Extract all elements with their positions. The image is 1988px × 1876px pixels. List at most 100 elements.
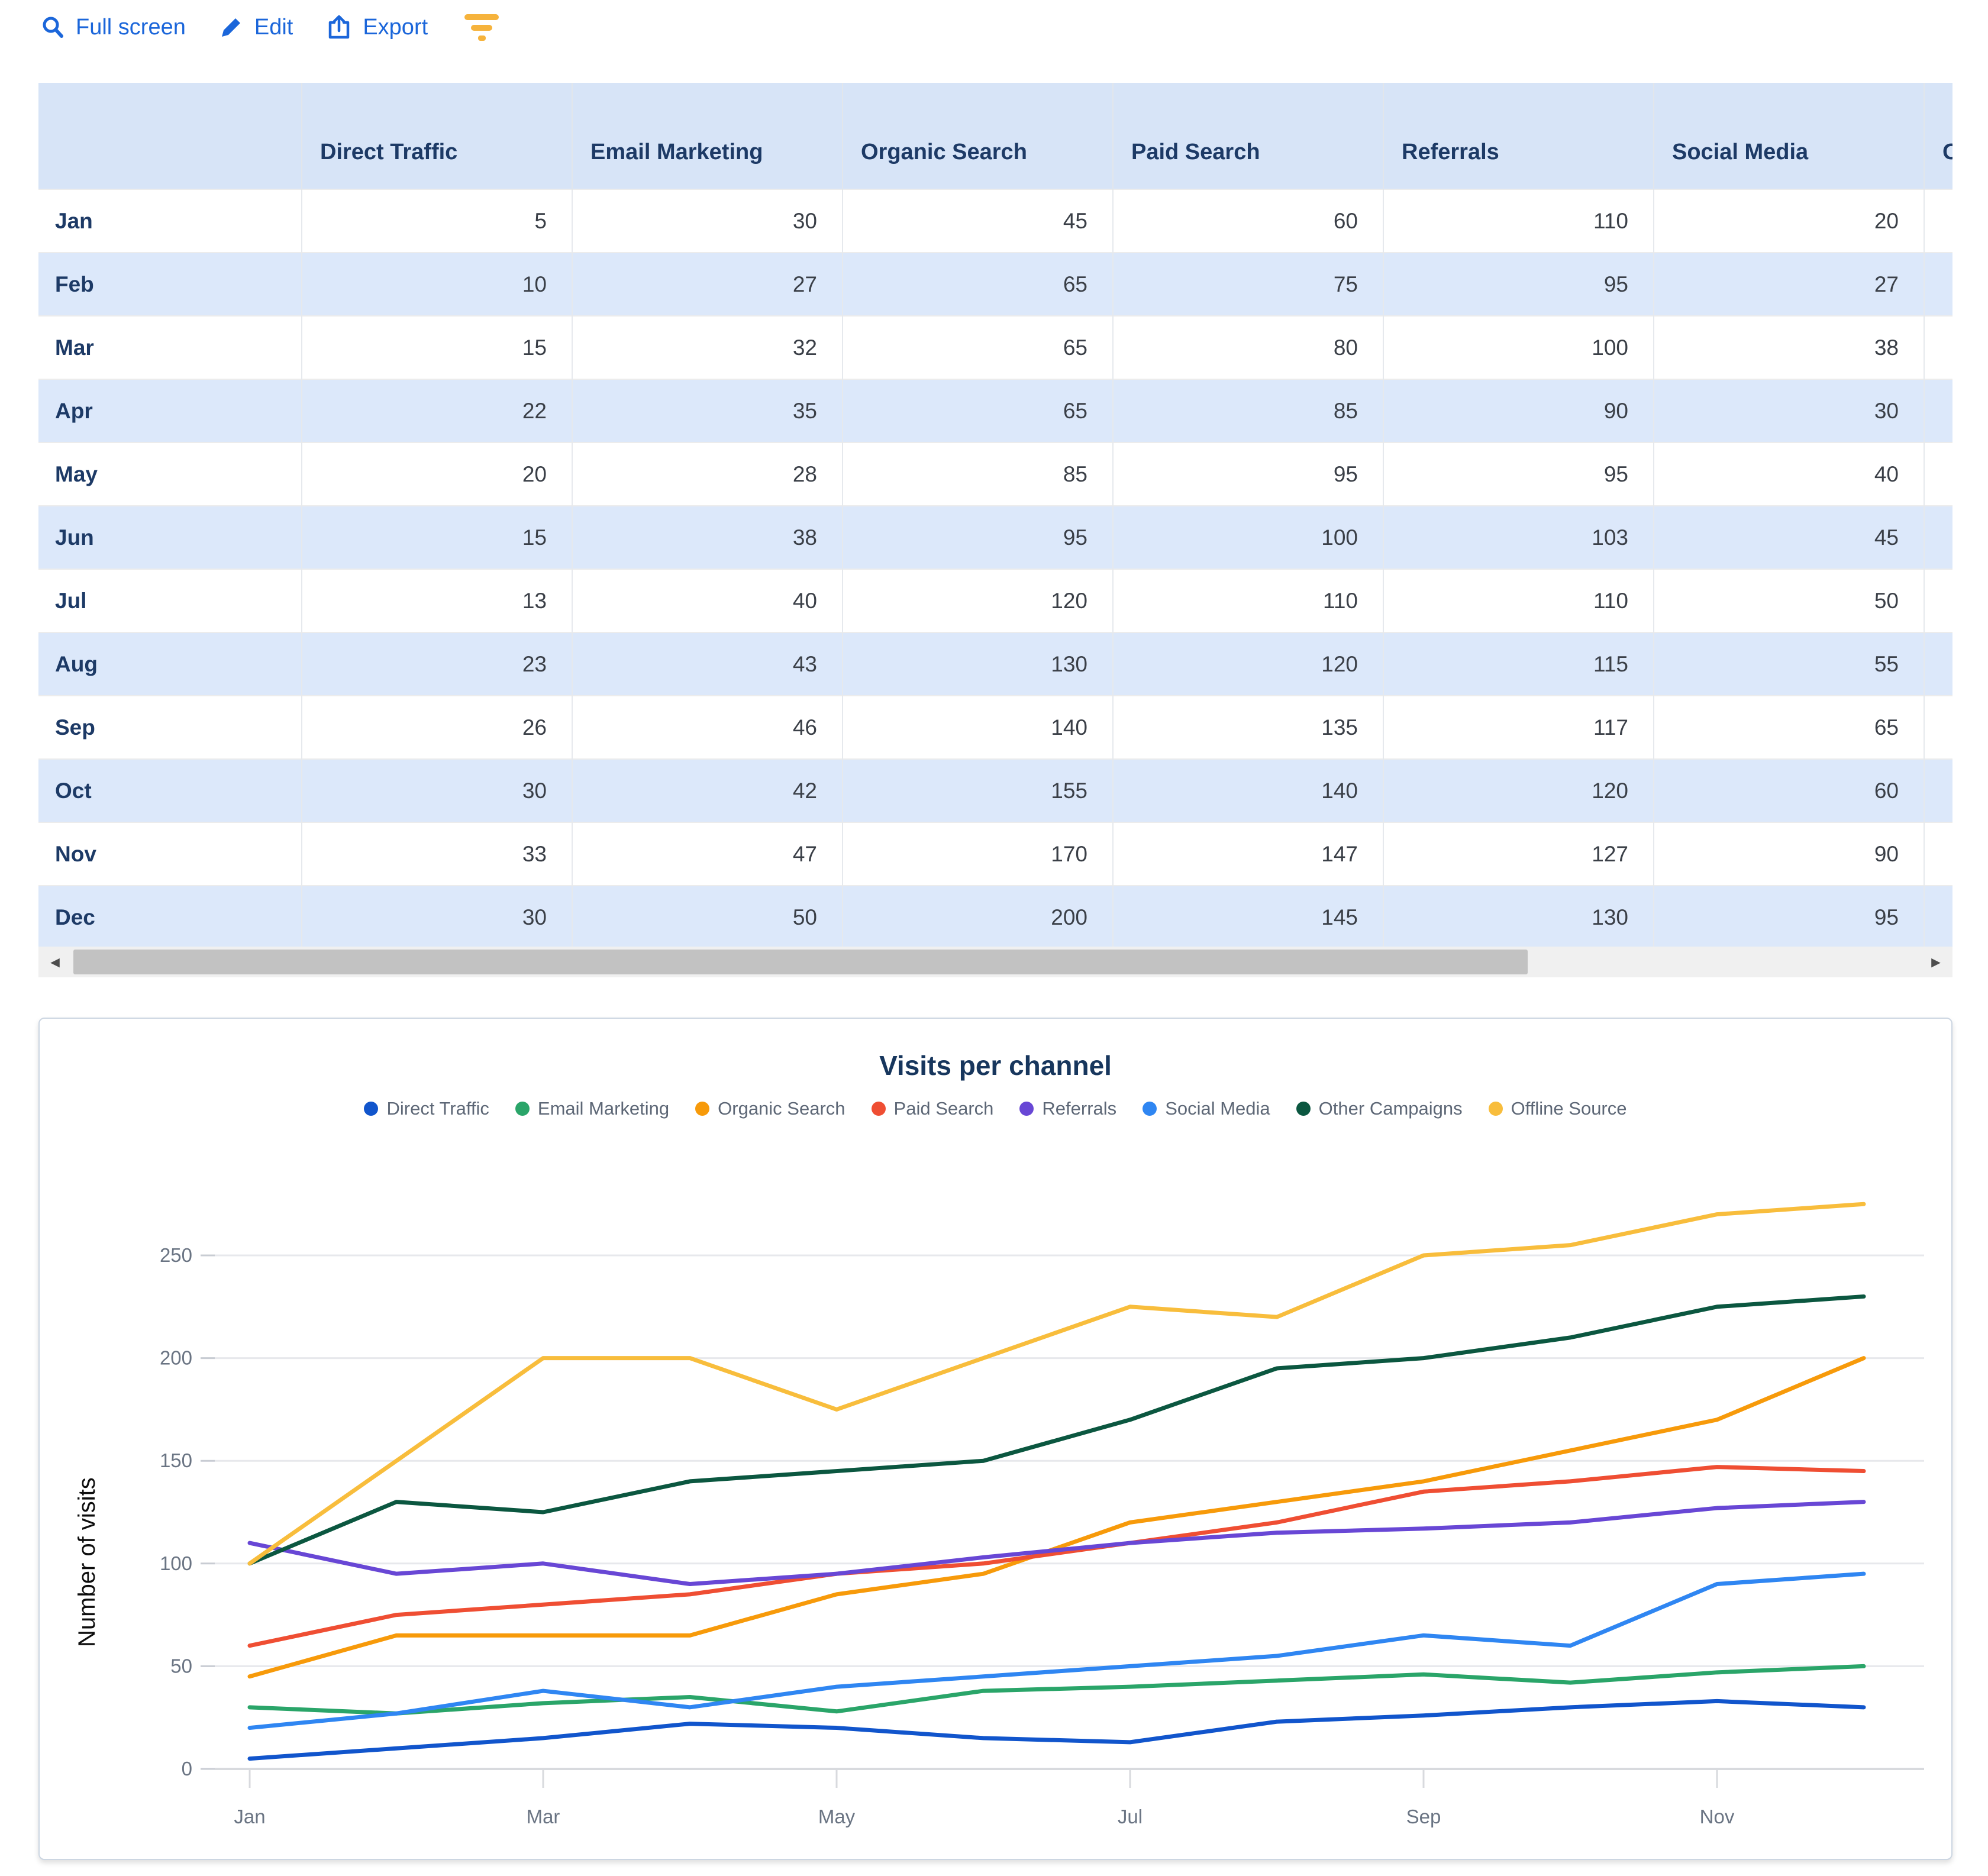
value-cell: 40 <box>572 569 843 632</box>
value-cell: 23 <box>302 632 573 696</box>
legend-label: Offline Source <box>1511 1098 1627 1119</box>
month-cell: Sep <box>38 695 302 759</box>
value-cell: 38 <box>572 505 843 569</box>
scrollbar-thumb[interactable] <box>73 950 1528 974</box>
value-cell: 140 <box>843 695 1114 759</box>
value-cell: 30 <box>302 758 573 822</box>
legend-item-email-marketing[interactable]: Email Marketing <box>515 1098 669 1119</box>
value-cell: 42 <box>572 758 843 822</box>
value-cell: 65 <box>843 252 1114 316</box>
value-cell <box>1924 885 1952 947</box>
visits-line-chart: 0 50 100 150 200 250 Jan Mar May Jul Sep Nov <box>160 1202 1924 1827</box>
value-cell: 90 <box>1654 822 1925 886</box>
value-cell: 110 <box>1383 569 1654 632</box>
export-label: Export <box>363 14 428 40</box>
value-cell: 117 <box>1383 695 1654 759</box>
value-cell: 65 <box>1654 695 1925 759</box>
table-row: Feb 10 27 65 75 95 27 <box>38 252 1952 316</box>
value-cell: 30 <box>572 189 843 253</box>
export-button[interactable]: Export <box>326 14 428 40</box>
column-header: Paid Search <box>1113 83 1384 189</box>
legend-label: Organic Search <box>718 1098 845 1119</box>
value-cell: 28 <box>572 442 843 506</box>
value-cell: 47 <box>572 822 843 886</box>
legend-item-other-campaigns[interactable]: Other Campaigns <box>1296 1098 1463 1119</box>
value-cell <box>1924 695 1952 759</box>
value-cell: 80 <box>1113 315 1384 379</box>
column-header: Other Campaigns <box>1924 83 1952 189</box>
value-cell: 110 <box>1383 189 1654 253</box>
column-header: Email Marketing <box>572 83 843 189</box>
series-line-email-marketing <box>247 1664 1866 1716</box>
value-cell <box>1924 822 1952 886</box>
value-cell: 155 <box>843 758 1114 822</box>
value-cell: 22 <box>302 379 573 443</box>
value-cell: 100 <box>1383 315 1654 379</box>
chart-legend: Direct Traffic Email Marketing Organic Sea… <box>40 1098 1951 1119</box>
value-cell: 120 <box>1113 632 1384 696</box>
series-line-direct-traffic <box>247 1699 1866 1761</box>
value-cell <box>1924 252 1952 316</box>
edit-button[interactable]: Edit <box>219 15 293 40</box>
scroll-left-button[interactable]: ◄ <box>47 952 63 971</box>
value-cell: 15 <box>302 315 573 379</box>
x-tick-label: Jan <box>234 1806 265 1827</box>
edit-label: Edit <box>254 14 293 40</box>
value-cell: 50 <box>1654 569 1925 632</box>
month-cell: Feb <box>38 252 302 316</box>
legend-item-offline-source[interactable]: Offline Source <box>1488 1098 1627 1119</box>
month-cell: Nov <box>38 822 302 886</box>
value-cell: 85 <box>843 442 1114 506</box>
legend-item-referrals[interactable]: Referrals <box>1019 1098 1116 1119</box>
value-cell: 140 <box>1113 758 1384 822</box>
value-cell: 103 <box>1383 505 1654 569</box>
value-cell: 75 <box>1113 252 1384 316</box>
value-cell: 30 <box>302 885 573 947</box>
filter-button[interactable] <box>461 9 504 46</box>
value-cell: 95 <box>1383 252 1654 316</box>
value-cell: 127 <box>1383 822 1654 886</box>
value-cell: 147 <box>1113 822 1384 886</box>
pencil-icon <box>219 15 244 40</box>
horizontal-scrollbar[interactable]: ◄ ► <box>38 947 1952 977</box>
value-cell: 95 <box>1113 442 1384 506</box>
legend-label: Other Campaigns <box>1318 1098 1463 1119</box>
value-cell: 33 <box>302 822 573 886</box>
column-header: Organic Search <box>843 83 1114 189</box>
series-line-offline-source <box>247 1202 1866 1566</box>
value-cell: 46 <box>572 695 843 759</box>
x-tick-label: Jul <box>1118 1806 1143 1827</box>
value-cell: 110 <box>1113 569 1384 632</box>
value-cell: 65 <box>843 315 1114 379</box>
value-cell: 95 <box>1383 442 1654 506</box>
scroll-right-button[interactable]: ► <box>1928 952 1944 971</box>
month-cell: Jul <box>38 569 302 632</box>
legend-item-direct-traffic[interactable]: Direct Traffic <box>364 1098 489 1119</box>
value-cell: 30 <box>1654 379 1925 443</box>
value-cell: 130 <box>843 632 1114 696</box>
value-cell: 27 <box>1654 252 1925 316</box>
chart-card: Visits per channel Direct Traffic Email M… <box>38 1018 1952 1860</box>
y-tick-label: 150 <box>160 1449 192 1471</box>
full-screen-button[interactable]: Full screen <box>40 15 186 40</box>
legend-item-paid-search[interactable]: Paid Search <box>871 1098 993 1119</box>
x-tick-label: Sep <box>1406 1806 1441 1827</box>
value-cell: 13 <box>302 569 573 632</box>
full-screen-label: Full screen <box>76 14 186 40</box>
legend-dot-icon <box>364 1102 379 1116</box>
traffic-table: Direct Traffic Email Marketing Organic Sea… <box>38 83 1952 947</box>
legend-dot-icon <box>1019 1102 1034 1116</box>
legend-label: Email Marketing <box>537 1098 670 1119</box>
value-cell: 55 <box>1654 632 1925 696</box>
value-cell <box>1924 189 1952 253</box>
column-header: Referrals <box>1383 83 1654 189</box>
value-cell: 5 <box>302 189 573 253</box>
month-cell: Jan <box>38 189 302 253</box>
legend-item-social-media[interactable]: Social Media <box>1143 1098 1270 1119</box>
value-cell <box>1924 569 1952 632</box>
legend-item-organic-search[interactable]: Organic Search <box>695 1098 845 1119</box>
y-tick-label: 200 <box>160 1347 192 1369</box>
value-cell: 65 <box>843 379 1114 443</box>
value-cell: 145 <box>1113 885 1384 947</box>
value-cell: 60 <box>1654 758 1925 822</box>
